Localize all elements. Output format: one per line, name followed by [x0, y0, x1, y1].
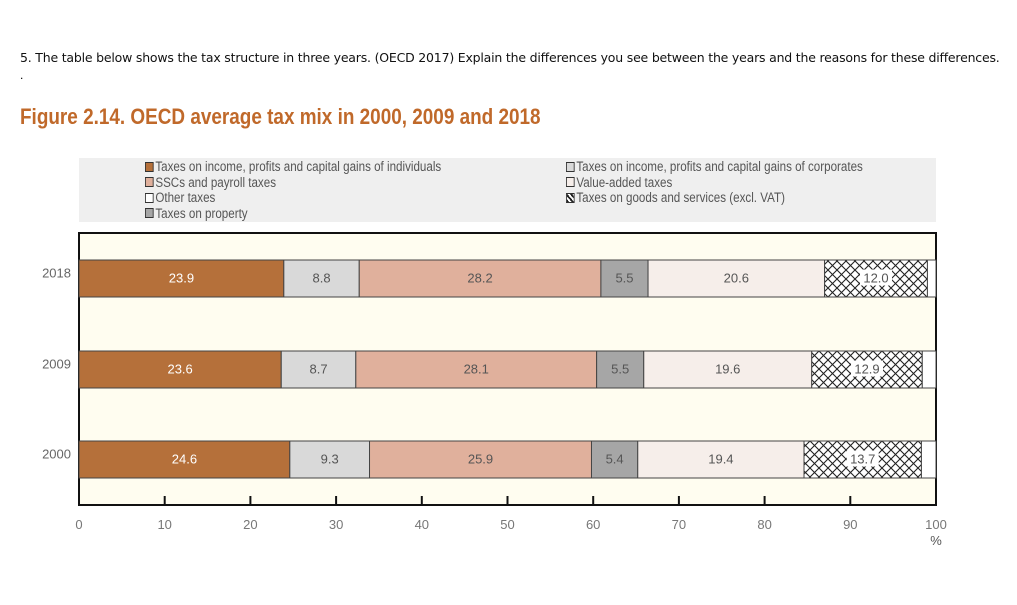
data-label: 8.7: [309, 362, 327, 377]
bar-segment: [358, 259, 602, 298]
x-tick-label: 60: [586, 517, 600, 532]
data-label: 5.4: [606, 452, 624, 467]
data-label-bg: [860, 269, 893, 286]
legend-item: Value-added taxes: [566, 175, 672, 190]
question-dot: .: [20, 68, 24, 82]
legend-swatch: [566, 177, 575, 187]
x-unit-label: %: [930, 533, 942, 548]
data-label: 5.5: [615, 271, 633, 286]
data-label: 9.3: [321, 452, 339, 467]
legend-label: Value-added taxes: [576, 174, 673, 190]
bar-segment: [289, 440, 371, 479]
data-label: 23.6: [167, 362, 192, 377]
legend-label: Taxes on income, profits and capital gai…: [155, 159, 442, 174]
legend-item: SSCs and payroll taxes: [145, 175, 276, 190]
legend-swatch: [566, 192, 575, 203]
data-label: 19.4: [708, 452, 733, 467]
x-tick-label: 10: [157, 517, 171, 532]
bar-segment: [78, 350, 282, 389]
data-label: 20.6: [724, 271, 749, 286]
question-text: 5. The table below shows the tax structu…: [20, 50, 1000, 65]
category-label: 2000: [42, 447, 71, 462]
x-tick-label: 30: [329, 517, 343, 532]
x-tick-label: 50: [500, 517, 514, 532]
data-label: 28.1: [464, 362, 489, 377]
legend-label: Taxes on income, profits and capital gai…: [576, 159, 863, 174]
x-tick-label: 70: [672, 517, 686, 532]
legend: Taxes on income, profits and capital gai…: [79, 158, 936, 222]
x-tick-label: 80: [757, 517, 771, 532]
legend-swatch: [145, 161, 154, 172]
legend-swatch: [145, 192, 154, 203]
legend-swatch: [566, 161, 575, 172]
bar-segment: [355, 350, 598, 389]
bar-segment: [926, 259, 937, 298]
legend-item: Taxes on property: [145, 206, 248, 221]
legend-label: Taxes on goods and services (excl. VAT): [576, 190, 785, 205]
legend-label: Other taxes: [155, 190, 216, 205]
data-label-bg: [846, 450, 879, 467]
legend-item: Taxes on goods and services (excl. VAT): [566, 190, 785, 205]
bar-segment: [920, 440, 937, 479]
bar-segment: [78, 259, 285, 298]
legend-item: Taxes on income, profits and capital gai…: [566, 159, 863, 174]
category-label: 2018: [42, 266, 71, 281]
x-tick-label: 0: [75, 517, 82, 532]
data-label-bg: [851, 360, 884, 377]
x-tick-label: 40: [415, 517, 429, 532]
data-label: 28.2: [467, 271, 492, 286]
data-label: 25.9: [468, 452, 493, 467]
x-tick-label: 20: [243, 517, 257, 532]
data-label: 19.6: [715, 362, 740, 377]
data-label: 23.9: [169, 271, 194, 286]
legend-swatch: [145, 208, 154, 218]
x-tick-label: 90: [843, 517, 857, 532]
chart-title: Figure 2.14. OECD average tax mix in 200…: [20, 104, 541, 129]
x-tick-label: 100: [925, 517, 947, 532]
category-label: 2009: [42, 357, 71, 372]
bar-segment: [921, 350, 937, 389]
bar-segment: [78, 440, 291, 479]
legend-label: Taxes on property: [155, 205, 248, 221]
bar-segment: [590, 440, 639, 479]
legend-label: SSCs and payroll taxes: [155, 174, 277, 190]
bar-segment: [283, 259, 360, 298]
bar-segment: [280, 350, 357, 389]
legend-item: Taxes on income, profits and capital gai…: [145, 159, 441, 174]
bar-segment: [596, 350, 645, 389]
legend-item: Other taxes: [145, 190, 215, 205]
data-label: 24.6: [172, 452, 197, 467]
data-label: 12.9: [854, 362, 879, 377]
data-label: 13.7: [850, 452, 875, 467]
data-label: 8.8: [312, 271, 330, 286]
data-label: 5.5: [611, 362, 629, 377]
data-label: 12.0: [863, 271, 888, 286]
bar-segment: [647, 259, 826, 298]
legend-swatch: [145, 177, 154, 187]
